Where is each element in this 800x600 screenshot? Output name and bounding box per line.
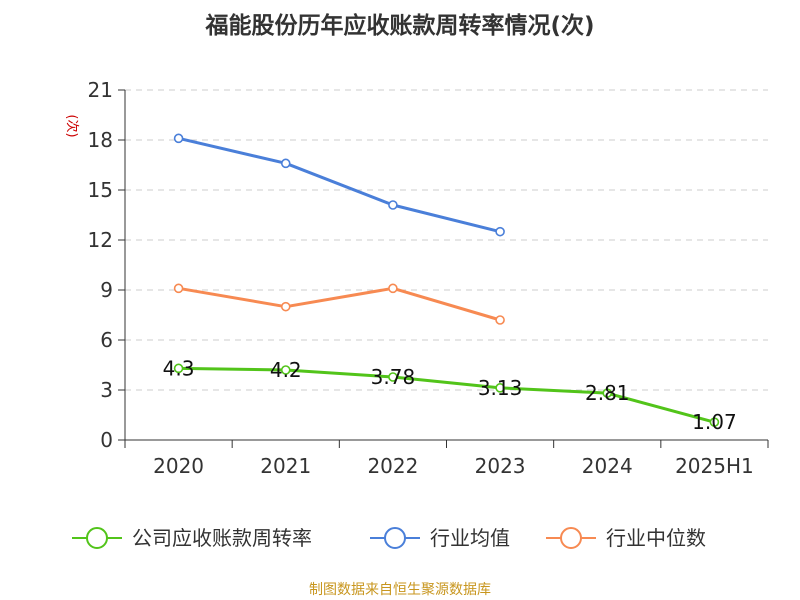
legend-item-0[interactable]: 公司应收账款周转率: [72, 526, 312, 550]
data-point[interactable]: [280, 158, 291, 169]
y-tick-label: 6: [100, 328, 113, 352]
series-1: [173, 133, 505, 237]
data-label: 3.13: [478, 376, 523, 400]
x-tick-label: 2025H1: [675, 454, 754, 478]
data-label: 4.3: [163, 356, 195, 380]
axes: 0 3 6 9 12 15 18 21 2020 2021 2022 2023 2024 2025H1: [88, 78, 769, 478]
data-point[interactable]: [495, 383, 505, 393]
data-point[interactable]: [280, 365, 291, 375]
data-label: 2.81: [585, 381, 630, 405]
y-tick-label: 3: [100, 378, 113, 402]
series-line: [178, 286, 501, 322]
data-label: 3.78: [371, 365, 416, 389]
legend-label: 公司应收账款周转率: [132, 526, 312, 550]
y-axis-label: (次): [64, 114, 80, 137]
y-tick-label: 15: [88, 178, 113, 202]
legend-label: 行业均值: [430, 526, 510, 550]
data-point[interactable]: [173, 363, 184, 374]
source-note: 制图数据来自恒生聚源数据库: [309, 582, 491, 598]
legend-circle-marker: [560, 527, 582, 549]
gridlines: [125, 89, 768, 391]
data-point[interactable]: [709, 417, 720, 427]
y-tick-label: 12: [88, 228, 113, 252]
x-tick-label: 2022: [367, 454, 418, 478]
legend-label: 行业中位数: [606, 526, 706, 550]
data-point[interactable]: [173, 283, 184, 294]
x-tick-label: 2023: [475, 454, 526, 478]
series-2: [173, 283, 505, 325]
data-point[interactable]: [173, 133, 184, 144]
data-point[interactable]: [495, 315, 505, 325]
series-line: [178, 136, 501, 234]
legend-circle-marker: [384, 527, 406, 549]
y-tick-label: 21: [88, 78, 113, 102]
legend-circle-marker: [86, 527, 108, 549]
y-tick-label: 18: [88, 128, 113, 152]
data-point[interactable]: [388, 283, 398, 294]
legend[interactable]: 公司应收账款周转率 行业均值 行业中位数: [72, 526, 706, 550]
data-label: 4.2: [270, 358, 302, 382]
data-point[interactable]: [495, 226, 505, 237]
x-tick-label: 2024: [582, 454, 633, 478]
chart-title: 福能股份历年应收账款周转率情况(次): [204, 12, 594, 39]
series-layer: 4.3 4.2 3.78 3.13 2.81 1.07: [163, 133, 737, 434]
data-label: 1.07: [692, 410, 737, 434]
y-tick-label: 0: [100, 428, 113, 452]
data-point[interactable]: [602, 388, 613, 398]
series-0: 4.3 4.2 3.78 3.13 2.81 1.07: [163, 356, 737, 434]
x-tick-label: 2021: [260, 454, 311, 478]
y-tick-label: 9: [100, 278, 113, 302]
series-line: [178, 366, 715, 424]
data-point[interactable]: [280, 301, 291, 312]
data-point[interactable]: [388, 200, 398, 210]
data-point[interactable]: [388, 372, 398, 382]
legend-item-2[interactable]: 行业中位数: [546, 526, 706, 550]
x-tick-label: 2020: [153, 454, 204, 478]
legend-item-1[interactable]: 行业均值: [370, 526, 510, 550]
